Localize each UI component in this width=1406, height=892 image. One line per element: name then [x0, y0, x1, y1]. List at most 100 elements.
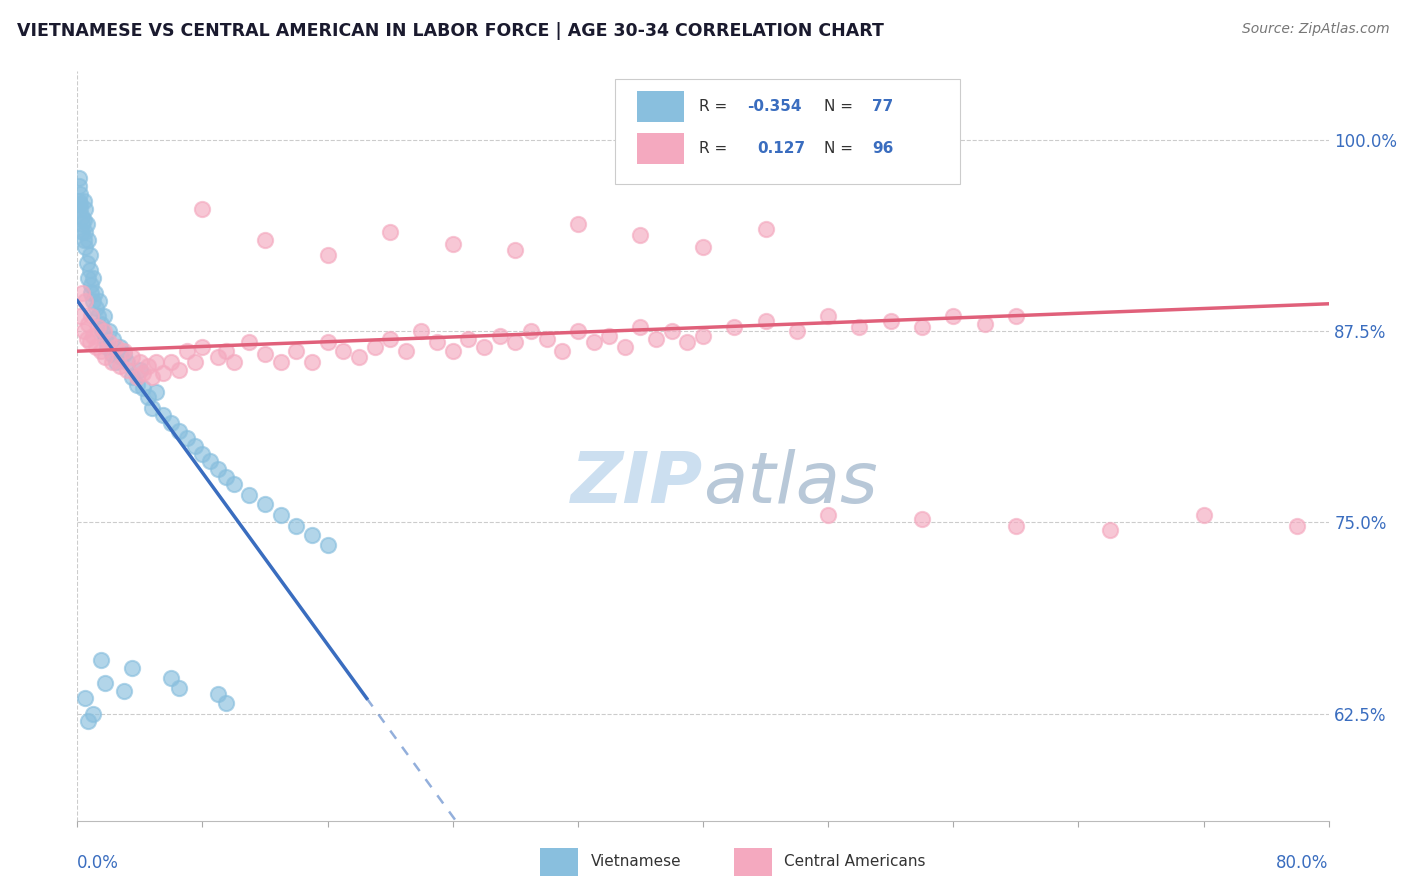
Point	[72, 233, 94, 247]
Point	[817, 309, 839, 323]
Point	[786, 324, 808, 338]
Point	[82, 329, 104, 343]
Point	[79, 263, 101, 277]
Point	[1004, 309, 1026, 323]
Point	[176, 344, 198, 359]
Point	[630, 227, 652, 242]
Point	[215, 344, 238, 359]
Point	[536, 332, 558, 346]
Point	[167, 681, 190, 695]
FancyBboxPatch shape	[540, 847, 578, 876]
Point	[83, 286, 105, 301]
Point	[69, 197, 91, 211]
Point	[75, 225, 97, 239]
Point	[75, 293, 97, 308]
Point	[426, 334, 449, 349]
Point	[207, 462, 229, 476]
Y-axis label: In Labor Force | Age 30-34: In Labor Force | Age 30-34	[0, 344, 8, 548]
Point	[598, 329, 620, 343]
Point	[207, 351, 229, 365]
Point	[90, 317, 112, 331]
Point	[316, 334, 339, 349]
Point	[82, 270, 104, 285]
Point	[160, 416, 183, 430]
Point	[67, 179, 90, 194]
Text: 0.0%: 0.0%	[77, 855, 120, 872]
Point	[183, 355, 205, 369]
Point	[75, 202, 97, 216]
Point	[160, 355, 183, 369]
Point	[69, 186, 91, 201]
Point	[91, 324, 114, 338]
Point	[82, 706, 104, 721]
Point	[117, 362, 139, 376]
Point	[645, 332, 668, 346]
Point	[222, 355, 245, 369]
Point	[395, 344, 418, 359]
Point	[132, 366, 155, 380]
Point	[441, 237, 464, 252]
Text: ZIP: ZIP	[571, 449, 703, 518]
Point	[125, 377, 148, 392]
Point	[121, 351, 143, 365]
Point	[692, 240, 714, 254]
Point	[457, 332, 479, 346]
Point	[100, 355, 122, 369]
Point	[90, 344, 112, 359]
Point	[70, 217, 93, 231]
Point	[108, 340, 131, 354]
Point	[285, 518, 308, 533]
Text: Central Americans: Central Americans	[785, 855, 925, 870]
Point	[129, 362, 152, 376]
Point	[505, 244, 527, 258]
Text: 77: 77	[872, 99, 893, 114]
Point	[70, 210, 93, 224]
Point	[67, 194, 90, 209]
Point	[145, 385, 167, 400]
Point	[488, 329, 510, 343]
Point	[141, 401, 163, 415]
Point	[75, 691, 97, 706]
Point	[121, 661, 143, 675]
Point	[167, 424, 190, 438]
Point	[136, 359, 159, 374]
Point	[97, 334, 120, 349]
Point	[191, 447, 214, 461]
Point	[301, 355, 323, 369]
Point	[942, 309, 965, 323]
Point	[270, 508, 292, 522]
Point	[86, 319, 108, 334]
Point	[1286, 518, 1309, 533]
FancyBboxPatch shape	[616, 78, 959, 184]
Point	[76, 217, 98, 231]
Point	[125, 370, 148, 384]
Point	[191, 340, 214, 354]
Point	[145, 355, 167, 369]
Point	[253, 497, 276, 511]
Point	[79, 248, 101, 262]
Point	[692, 329, 714, 343]
Point	[80, 286, 103, 301]
Point	[72, 324, 94, 338]
Point	[112, 347, 135, 361]
Point	[167, 362, 190, 376]
Point	[222, 477, 245, 491]
Point	[238, 334, 260, 349]
Point	[72, 194, 94, 209]
Point	[152, 409, 174, 423]
Point	[316, 248, 339, 262]
Point	[380, 225, 402, 239]
Point	[100, 347, 122, 361]
Point	[76, 332, 98, 346]
Point	[380, 332, 402, 346]
Point	[69, 309, 91, 323]
Point	[582, 334, 605, 349]
Point	[472, 340, 495, 354]
Point	[630, 319, 652, 334]
Point	[176, 431, 198, 445]
Point	[77, 317, 100, 331]
Point	[97, 324, 120, 338]
Point	[67, 171, 90, 186]
Point	[1098, 523, 1121, 537]
Point	[520, 324, 543, 338]
